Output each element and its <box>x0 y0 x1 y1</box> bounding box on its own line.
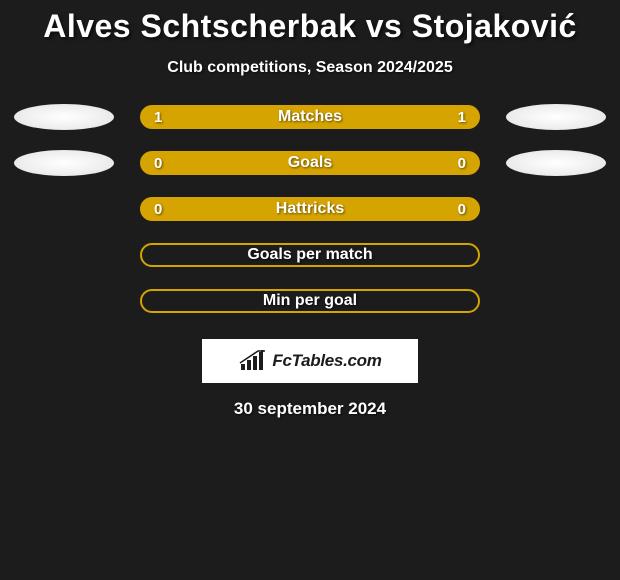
stat-label: Min per goal <box>263 292 357 310</box>
stat-row: 0 Hattricks 0 <box>0 197 620 221</box>
stat-row: Goals per match <box>0 243 620 267</box>
stat-value-right: 0 <box>458 155 466 172</box>
stat-label: Goals <box>288 154 332 172</box>
page-title: Alves Schtscherbak vs Stojaković <box>0 8 620 45</box>
stat-label: Matches <box>278 108 342 126</box>
stat-bar: 1 Matches 1 <box>140 105 480 129</box>
player-right-ellipse <box>506 150 606 176</box>
player-left-ellipse <box>14 104 114 130</box>
stat-value-left: 0 <box>154 155 162 172</box>
logo-box: FcTables.com <box>202 339 418 383</box>
player-right-ellipse <box>506 104 606 130</box>
stat-value-right: 0 <box>458 201 466 218</box>
stat-bar: 0 Hattricks 0 <box>140 197 480 221</box>
stat-value-left: 0 <box>154 201 162 218</box>
stat-row: 0 Goals 0 <box>0 151 620 175</box>
subtitle: Club competitions, Season 2024/2025 <box>0 59 620 77</box>
stat-bar: Goals per match <box>140 243 480 267</box>
stat-row: Min per goal <box>0 289 620 313</box>
stat-value-right: 1 <box>458 109 466 126</box>
date-text: 30 september 2024 <box>0 399 620 419</box>
stat-label: Hattricks <box>276 200 344 218</box>
stats-rows: 1 Matches 1 0 Goals 0 0 Hattricks 0 Goals per mat… <box>0 105 620 313</box>
stat-label: Goals per match <box>247 246 372 264</box>
logo-text: FcTables.com <box>272 351 381 371</box>
chart-icon <box>238 350 268 372</box>
stat-value-left: 1 <box>154 109 162 126</box>
stat-bar: 0 Goals 0 <box>140 151 480 175</box>
stat-bar: Min per goal <box>140 289 480 313</box>
comparison-card: Alves Schtscherbak vs Stojaković Club co… <box>0 0 620 419</box>
stat-row: 1 Matches 1 <box>0 105 620 129</box>
player-left-ellipse <box>14 150 114 176</box>
